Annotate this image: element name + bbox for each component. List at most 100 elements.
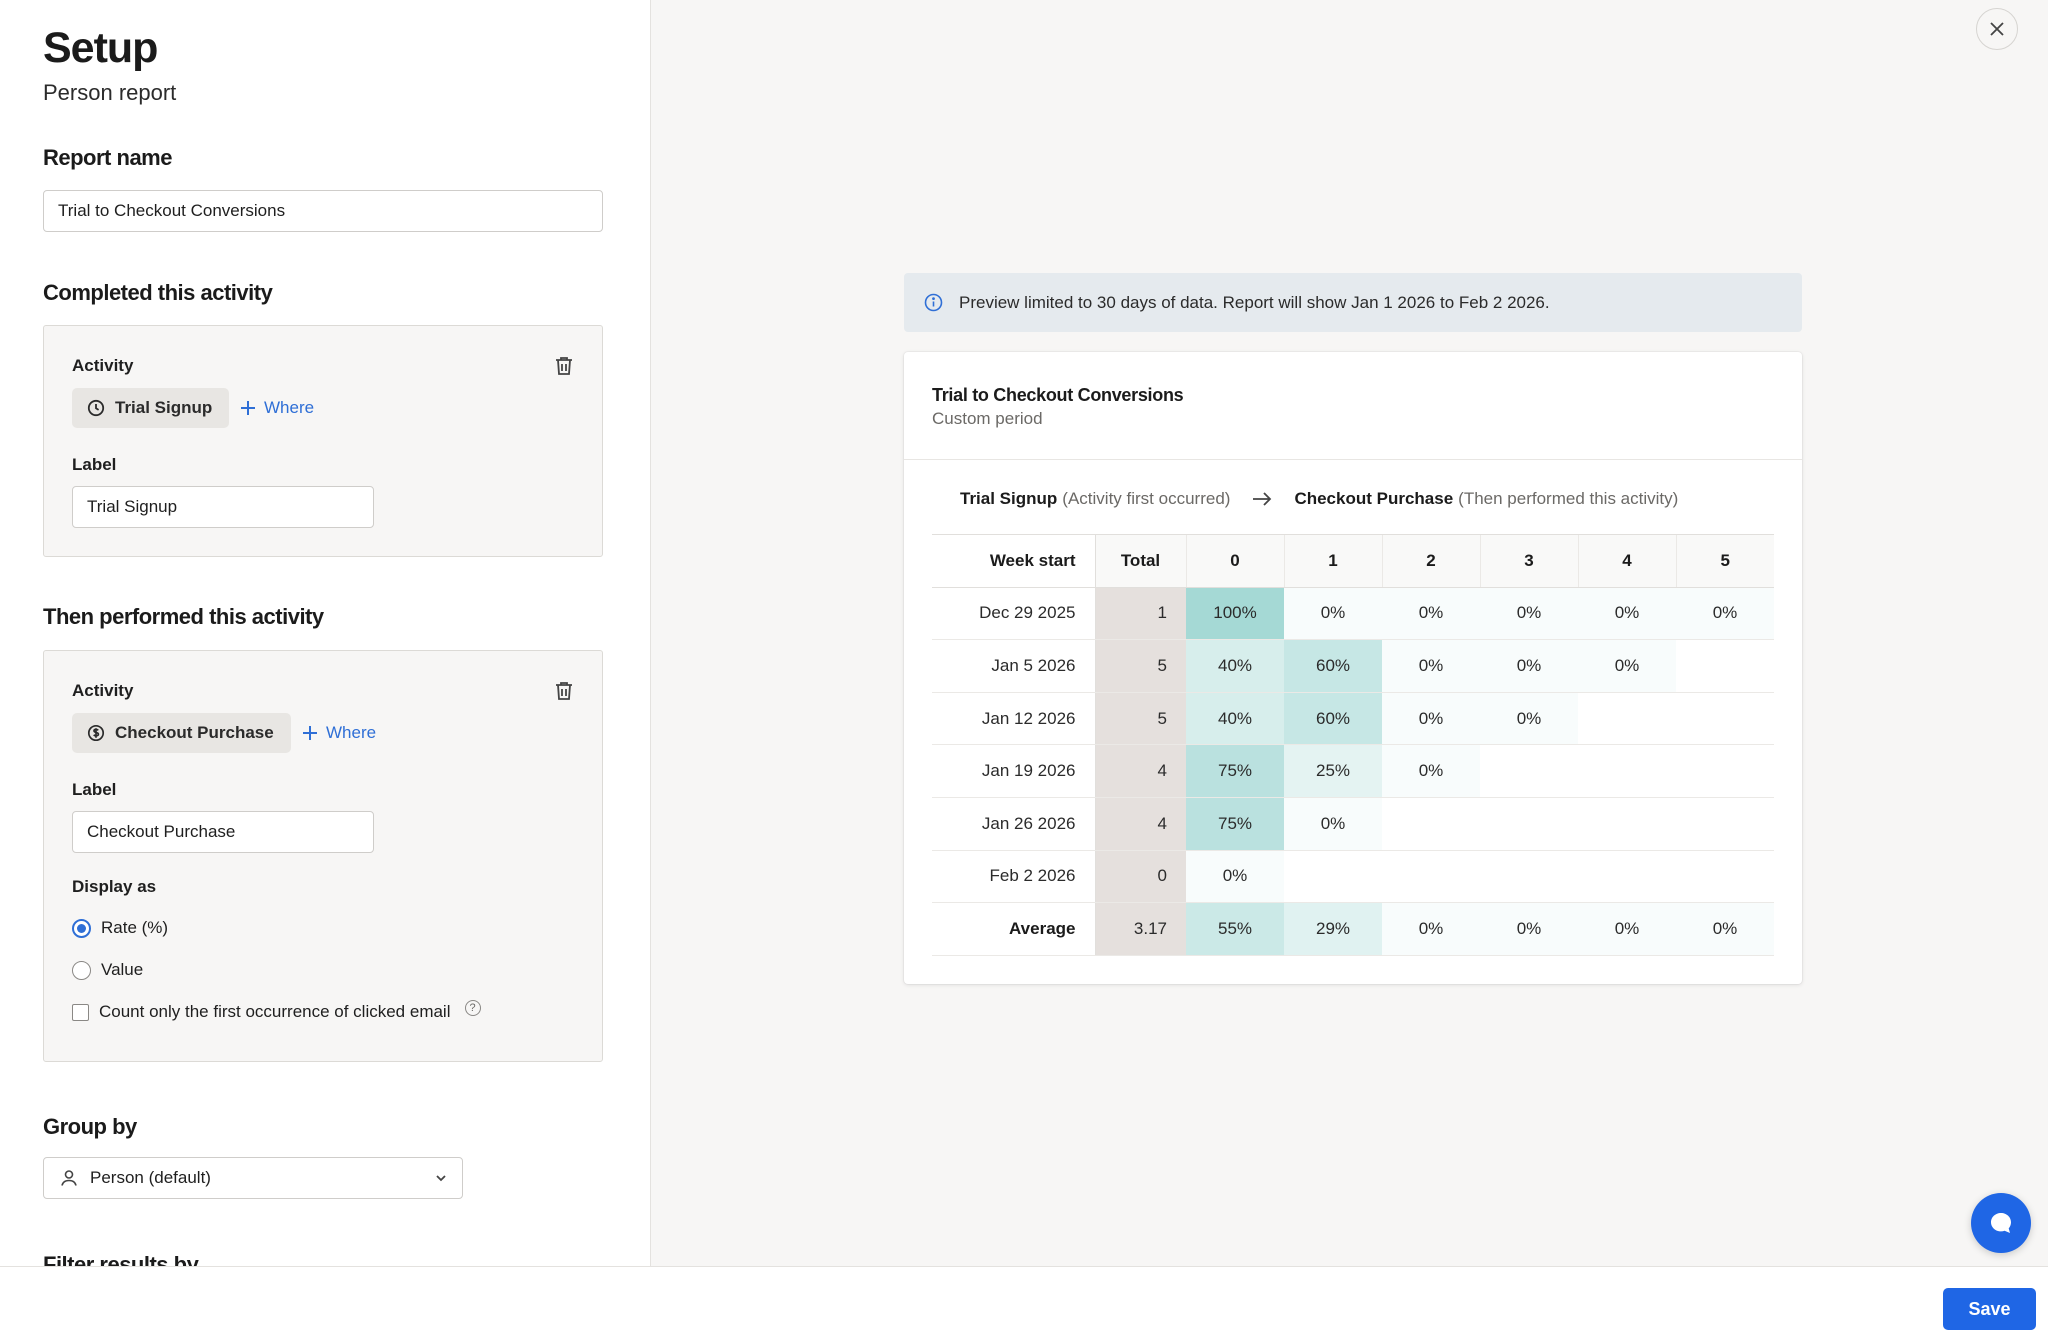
flow-to: Checkout Purchase <box>1294 489 1454 508</box>
rate-cell <box>1382 797 1480 851</box>
rate-cell: 0% <box>1480 692 1578 746</box>
display-as-title: Display as <box>72 877 157 896</box>
total-cell: 3.17 <box>1095 902 1186 956</box>
close-button[interactable] <box>1976 8 2018 50</box>
rate-cell <box>1578 850 1676 904</box>
rate-cell: 100% <box>1186 587 1284 641</box>
radio-label: Rate (%) <box>101 918 169 937</box>
column-header: 2 <box>1381 534 1480 588</box>
radio-button[interactable] <box>72 960 91 980</box>
display-value-option[interactable]: Value <box>72 960 143 980</box>
rate-cell: 40% <box>1186 639 1284 693</box>
column-header: 1 <box>1283 534 1382 588</box>
activity-chip-trial-signup[interactable]: Trial Signup <box>72 388 230 428</box>
rate-cell: 0% <box>1578 902 1676 956</box>
save-button[interactable]: Save <box>1943 1288 2036 1330</box>
arrow-right-icon <box>1252 492 1272 506</box>
rate-cell <box>1676 744 1774 798</box>
rate-cell: 0% <box>1676 902 1774 956</box>
rate-cell: 55% <box>1186 902 1284 956</box>
delete-activity-button[interactable] <box>552 354 576 378</box>
rate-cell <box>1382 850 1480 904</box>
chip-label: Trial Signup <box>115 398 213 417</box>
total-cell: 1 <box>1095 587 1186 641</box>
rate-cell: 25% <box>1284 744 1382 798</box>
rate-cell: 75% <box>1186 744 1284 798</box>
week-start-cell: Jan 26 2026 <box>932 797 1096 851</box>
rate-cell: 40% <box>1186 692 1284 746</box>
report-subtitle: Custom period <box>932 409 1043 428</box>
report-name-input[interactable] <box>43 190 603 232</box>
page-title: Setup <box>43 24 158 72</box>
chat-button[interactable] <box>1971 1193 2031 1253</box>
activity-label-input[interactable] <box>72 811 374 853</box>
dollar-circle-icon <box>87 724 105 742</box>
rate-cell <box>1676 692 1774 746</box>
radio-button[interactable] <box>72 918 91 938</box>
group-by-select[interactable]: Person (default) <box>43 1157 463 1199</box>
label-title: Label <box>72 780 117 799</box>
then-activity-card: Activity Checkout Purchase Where Label D… <box>43 650 603 1062</box>
completed-activity-heading: Completed this activity <box>43 280 273 305</box>
first-occurrence-option[interactable]: Count only the first occurrence of click… <box>72 1000 481 1022</box>
rate-cell <box>1676 639 1774 693</box>
column-header: 0 <box>1185 534 1284 588</box>
table-row: Dec 29 2025 1 100% 0% 0% 0% 0% 0% <box>932 587 1774 641</box>
rate-cell: 0% <box>1578 587 1676 641</box>
rate-cell: 0% <box>1676 587 1774 641</box>
table-row: Jan 26 2026 4 75% 0% <box>932 797 1774 851</box>
chat-bubble-icon <box>1991 1213 2011 1233</box>
total-cell: 4 <box>1095 744 1186 798</box>
group-by-heading: Group by <box>43 1114 137 1139</box>
activity-label-input[interactable] <box>72 486 374 528</box>
rate-cell <box>1578 744 1676 798</box>
column-header: Total <box>1095 534 1186 588</box>
display-rate-option[interactable]: Rate (%) <box>72 918 168 938</box>
plus-icon <box>241 401 255 415</box>
rate-cell: 0% <box>1480 902 1578 956</box>
trash-icon <box>556 357 572 375</box>
activity-flow: Trial Signup (Activity first occurred) C… <box>960 489 1678 509</box>
close-icon <box>1990 22 2004 36</box>
column-header: 3 <box>1479 534 1578 588</box>
footer-bar: Save <box>0 1266 2048 1341</box>
group-by-value: Person (default) <box>90 1168 211 1187</box>
then-activity-heading: Then performed this activity <box>43 604 324 629</box>
radio-label: Value <box>101 960 144 979</box>
add-where-button[interactable]: Where <box>240 388 314 428</box>
rate-cell: 0% <box>1382 639 1480 693</box>
week-start-cell: Jan 19 2026 <box>932 744 1096 798</box>
activity-chip-checkout-purchase[interactable]: Checkout Purchase <box>72 713 291 753</box>
add-where-button[interactable]: Where <box>302 713 376 753</box>
label-title: Label <box>72 455 117 474</box>
rate-cell <box>1676 797 1774 851</box>
rate-cell <box>1480 797 1578 851</box>
table-row: Jan 5 2026 5 40% 60% 0% 0% 0% <box>932 639 1774 693</box>
help-icon[interactable]: ? <box>464 1000 481 1016</box>
table-body: Dec 29 2025 1 100% 0% 0% 0% 0% 0% Jan 5 2026 5 40%… <box>932 587 1774 956</box>
preview-info-banner: Preview limited to 30 days of data. Repo… <box>904 273 1802 332</box>
table-row: Jan 12 2026 5 40% 60% 0% 0% <box>932 692 1774 746</box>
report-title: Trial to Checkout Conversions <box>932 385 1184 405</box>
column-header: Week start <box>932 534 1096 588</box>
table-row: Feb 2 2026 0 0% <box>932 850 1774 904</box>
rate-cell: 0% <box>1382 692 1480 746</box>
total-cell: 4 <box>1095 797 1186 851</box>
week-start-cell: Jan 12 2026 <box>932 692 1096 746</box>
rate-cell: 0% <box>1382 902 1480 956</box>
cohort-table: Week start Total 0 1 2 3 4 5 Dec 29 2025… <box>932 534 1774 956</box>
average-row: Average 3.17 55% 29% 0% 0% 0% 0% <box>932 902 1774 956</box>
delete-activity-button[interactable] <box>552 679 576 703</box>
completed-activity-card: Activity Trial Signup Where Label <box>43 325 603 557</box>
activity-label: Activity <box>72 356 134 375</box>
week-start-cell: Average <box>932 902 1096 956</box>
rate-cell <box>1480 744 1578 798</box>
activity-label: Activity <box>72 681 134 700</box>
total-cell: 5 <box>1095 692 1186 746</box>
banner-text: Preview limited to 30 days of data. Repo… <box>959 292 1550 312</box>
column-header: 5 <box>1675 534 1774 588</box>
total-cell: 0 <box>1095 850 1186 904</box>
first-occurrence-checkbox[interactable] <box>72 1003 89 1021</box>
rate-cell <box>1578 692 1676 746</box>
rate-cell <box>1284 850 1382 904</box>
